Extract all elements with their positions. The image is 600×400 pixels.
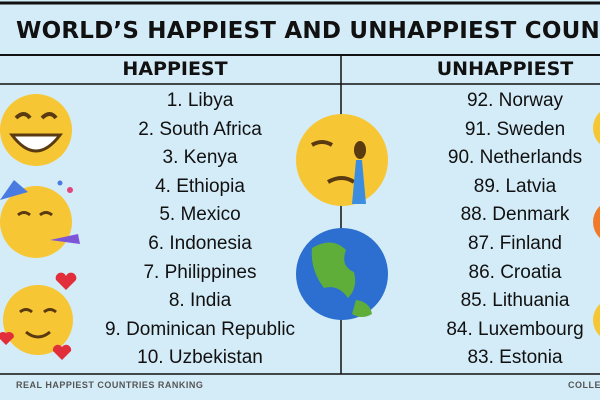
emoji-hearts — [0, 272, 77, 360]
emoji-cropped — [593, 205, 600, 239]
country-item: 6. Indonesia — [148, 232, 252, 254]
country-item: 9. Dominican Republic — [104, 318, 296, 340]
footer-brand: COLLE — [568, 380, 600, 390]
country-item: 3. Kenya — [162, 147, 238, 169]
country-item: 84. Luxembourg — [446, 318, 584, 340]
country-item: 87. Finland — [467, 232, 562, 254]
title: WORLD’S HAPPIEST AND UNHAPPIEST COUNT — [16, 18, 600, 44]
country-item: 5. Mexico — [159, 204, 241, 226]
country-item: 83. Estonia — [467, 347, 563, 369]
country-item: 85. Lithuania — [460, 290, 570, 312]
unhappiest-list: 92. Norway 91. Sweden 90. Netherlands 89. L… — [405, 87, 600, 373]
country-item: 8. India — [168, 290, 232, 312]
column-heading: UNHAPPIEST — [436, 58, 574, 80]
column-heading: HAPPIEST — [122, 58, 228, 80]
country-item: 90. Netherlands — [447, 147, 583, 169]
emoji-party — [0, 180, 80, 258]
emoji-wink-cry — [296, 114, 388, 206]
country-item: 4. Ethiopia — [155, 175, 245, 197]
country-item: 86. Croatia — [468, 261, 562, 283]
emoji-grin — [0, 94, 72, 166]
happiest-list: 1. Libya 2. South Africa 3. Kenya 4. Ethiop… — [90, 87, 310, 373]
country-item: 1. Libya — [166, 90, 234, 111]
country-item: 89. Latvia — [473, 175, 557, 197]
footer-source: REAL HAPPIEST COUNTRIES RANKING — [16, 380, 204, 390]
emoji-cropped — [593, 303, 600, 337]
country-item: 2. South Africa — [138, 118, 262, 140]
country-item: 91. Sweden — [464, 118, 566, 140]
country-item: 92. Norway — [466, 90, 564, 111]
country-item: 7. Philippines — [143, 261, 257, 283]
country-item: 88. Denmark — [460, 204, 570, 226]
emoji-cropped — [593, 111, 600, 145]
emoji-globe — [296, 228, 388, 320]
country-item: 10. Uzbekistan — [137, 347, 263, 369]
